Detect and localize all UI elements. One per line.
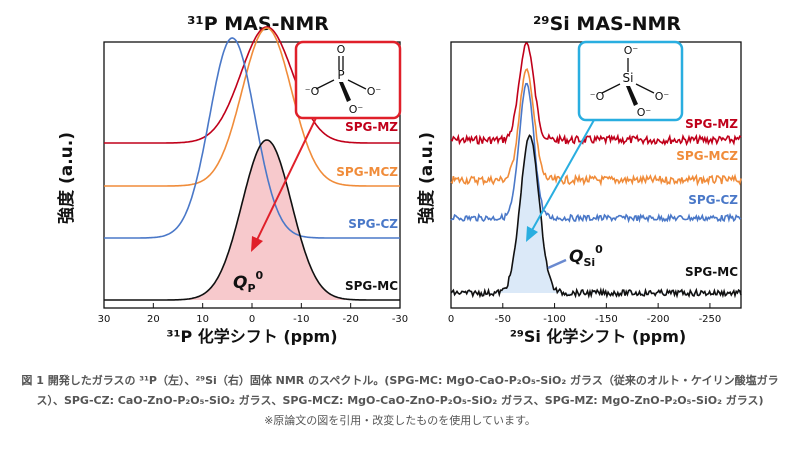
si-q-leader-line (547, 258, 567, 270)
p-pointer-arrow (255, 117, 317, 243)
p-x-axis-label: ³¹P 化学シフト (ppm) (166, 327, 337, 345)
silicate-structure-inset: O⁻ Si ⁻O O⁻ O⁻ (577, 40, 684, 122)
si-x-tick-label: -250 (699, 314, 722, 325)
si-series-label-spg-mz: SPG-MZ (685, 117, 738, 131)
p-x-tick-label: 0 (249, 314, 255, 325)
p-series-label-spg-mc: SPG-MC (345, 279, 398, 293)
p-series-line-spg-mcz (104, 27, 400, 187)
inset-atom-o-left: ⁻O (305, 85, 320, 98)
inset-atom-o-top: O (337, 43, 346, 56)
inset-atom-o-top: O⁻ (624, 44, 639, 57)
si-series-line-spg-mc (450, 134, 742, 299)
p-x-tick-label: -10 (293, 314, 309, 325)
inset-atom-center: P (337, 68, 344, 82)
si-series-line-spg-mcz (450, 68, 742, 187)
p-x-tick-label: -30 (392, 314, 408, 325)
si-x-tick-label: 0 (448, 314, 454, 325)
si-panel-title: ²⁹Si MAS-NMR (533, 13, 681, 35)
p-series-line-spg-mc (104, 139, 400, 301)
p-spectra (104, 26, 400, 301)
p-peak-fill (104, 140, 400, 300)
inset-atom-o-left: ⁻O (590, 90, 605, 103)
p-series-label-spg-mz: SPG-MZ (345, 120, 398, 134)
p-q-annotation: QP0 (233, 269, 264, 295)
p-y-axis-label: 強度 (a.u.) (56, 132, 77, 224)
si-x-axis-label: ²⁹Si 化学シフト (ppm) (510, 327, 686, 345)
si-pointer-arrowhead (526, 226, 538, 242)
p-x-tick-label: 20 (147, 314, 160, 325)
inset-atom-center: Si (623, 71, 634, 85)
si-nmr-panel: ²⁹Si MAS-NMR 強度 (a.u.) SPG-MZSPG-MCZSPG-… (416, 13, 742, 345)
si-x-tick-label: -200 (647, 314, 670, 325)
si-series-label-spg-mc: SPG-MC (685, 265, 738, 279)
si-peak-fill (451, 135, 741, 296)
p-series-line-spg-cz (104, 37, 400, 239)
si-x-tick-label: -150 (595, 314, 618, 325)
caption-note: ※原論文の図を引用・改変したものを使用しています。 (264, 414, 536, 427)
p-series-label-spg-cz: SPG-CZ (348, 217, 398, 231)
si-x-tick-label: -50 (495, 314, 511, 325)
inset-atom-o-bottom: O⁻ (637, 106, 652, 119)
si-series-label-spg-cz: SPG-CZ (688, 193, 738, 207)
p-pointer-arrowhead (251, 236, 263, 252)
figure-caption: 図 1 開発したガラスの ³¹P（左）、²⁹Si（右）固体 NMR のスペクトル… (16, 371, 784, 431)
p-panel-title: ³¹P MAS-NMR (187, 13, 329, 35)
si-series-label-spg-mcz: SPG-MCZ (676, 149, 738, 163)
si-pointer-arrow (530, 119, 595, 233)
si-x-tick-label: -100 (543, 314, 566, 325)
p-series-line-spg-mz (104, 26, 400, 144)
si-series-line-spg-mz (450, 42, 742, 147)
p-x-tick-label: 30 (98, 314, 111, 325)
si-x-axis: 0 -50 -100 -150 -200 -250 (448, 303, 721, 325)
si-series-line-spg-cz (450, 82, 742, 224)
p-x-tick-label: -20 (342, 314, 358, 325)
p-series-label-spg-mcz: SPG-MCZ (336, 165, 398, 179)
si-spectra (450, 42, 742, 299)
phosphate-structure-inset: O P ⁻O O⁻ O⁻ (294, 40, 402, 120)
p-series-labels: SPG-MZ SPG-MCZ SPG-CZ SPG-MC (336, 120, 398, 293)
si-y-axis-label: 強度 (a.u.) (416, 132, 437, 224)
inset-atom-o-bottom: O⁻ (349, 103, 364, 116)
inset-atom-o-right: O⁻ (655, 90, 670, 103)
si-q-annotation: QSi0 (569, 243, 603, 269)
caption-main: 図 1 開発したガラスの ³¹P（左）、²⁹Si（右）固体 NMR のスペクトル… (21, 374, 779, 407)
inset-atom-o-right: O⁻ (367, 85, 382, 98)
p-x-axis: 30 20 10 0 -10 -20 -30 (98, 303, 408, 325)
p-nmr-panel: ³¹P MAS-NMR 強度 (a.u.) SPG-MZ SPG-MCZ SPG-C… (56, 13, 408, 345)
p-x-tick-label: 10 (196, 314, 209, 325)
nmr-figure: ³¹P MAS-NMR 強度 (a.u.) SPG-MZ SPG-MCZ SPG-C… (56, 13, 742, 345)
si-series-labels: SPG-MZ SPG-MCZ SPG-CZ SPG-MC (676, 117, 738, 279)
